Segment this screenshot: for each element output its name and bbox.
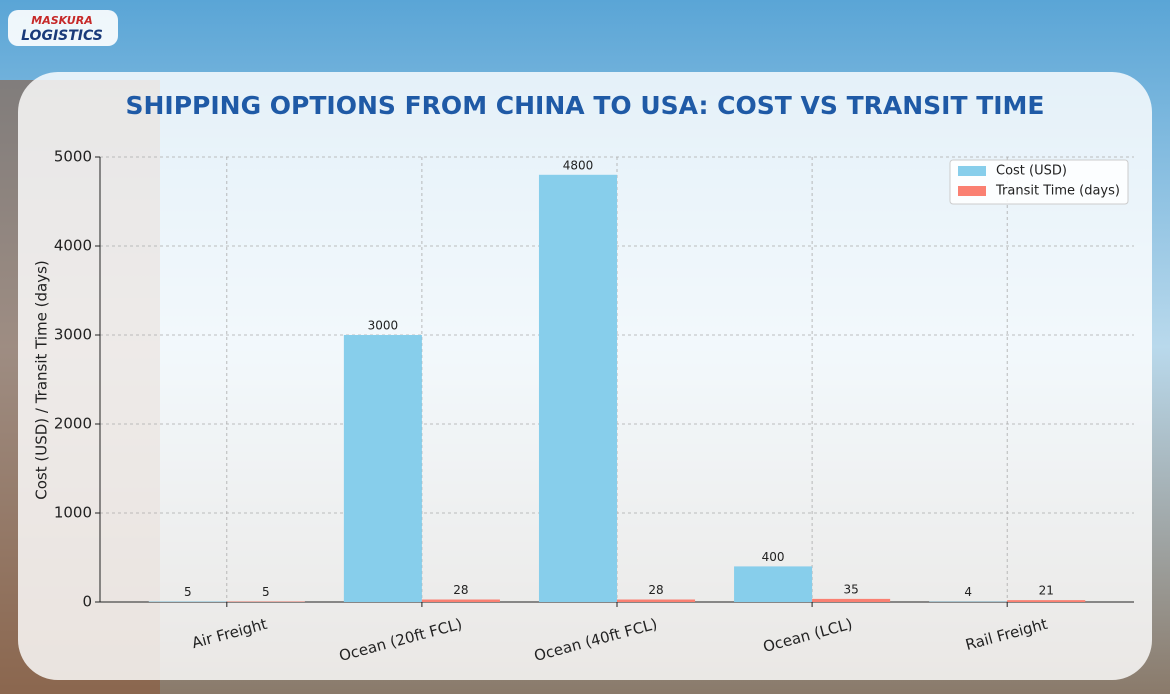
- bar: [421, 599, 500, 602]
- bar: [538, 174, 617, 603]
- y-tick-label: 1000: [54, 504, 92, 522]
- y-tick-label: 2000: [54, 415, 92, 433]
- y-tick-label: 4000: [54, 237, 92, 255]
- logo: MASKURA LOGISTICS: [8, 10, 118, 46]
- value-label: 400: [762, 550, 785, 564]
- bar: [812, 598, 891, 602]
- value-label: 28: [648, 583, 663, 597]
- value-label: 4800: [563, 158, 594, 172]
- value-label: 35: [843, 582, 858, 596]
- value-label: 5: [262, 585, 270, 599]
- value-label: 28: [453, 583, 468, 597]
- value-label: 4: [964, 585, 972, 599]
- legend-box: [949, 159, 1129, 205]
- y-axis-label: Cost (USD) / Transit Time (days): [33, 260, 51, 500]
- bar: [343, 335, 422, 602]
- y-tick-label: 5000: [54, 148, 92, 166]
- y-tick-label: 0: [82, 593, 92, 611]
- plot: 0 1000 2000 3000 4000 5000 5 3000 4800 400 4 5 28 28 3…: [54, 148, 1134, 665]
- chart-title: SHIPPING OPTIONS FROM CHINA TO USA: COST…: [125, 91, 1044, 120]
- y-tick-label: 3000: [54, 326, 92, 344]
- bar: [617, 599, 696, 602]
- bar: [734, 566, 813, 602]
- value-label: 21: [1039, 584, 1054, 598]
- legend: Cost (USD) Transit Time (days): [949, 159, 1129, 205]
- logo-text: MASKURA: [31, 14, 92, 27]
- logo-badge: [8, 10, 118, 46]
- legend-swatch: [958, 166, 986, 176]
- value-label: 5: [184, 585, 192, 599]
- legend-label: Cost (USD): [996, 164, 1067, 179]
- legend-label: Transit Time (days): [995, 184, 1120, 199]
- legend-swatch: [958, 186, 986, 196]
- value-label: 3000: [368, 319, 399, 333]
- logo-text: LOGISTICS: [21, 28, 103, 44]
- bar: [1007, 600, 1086, 602]
